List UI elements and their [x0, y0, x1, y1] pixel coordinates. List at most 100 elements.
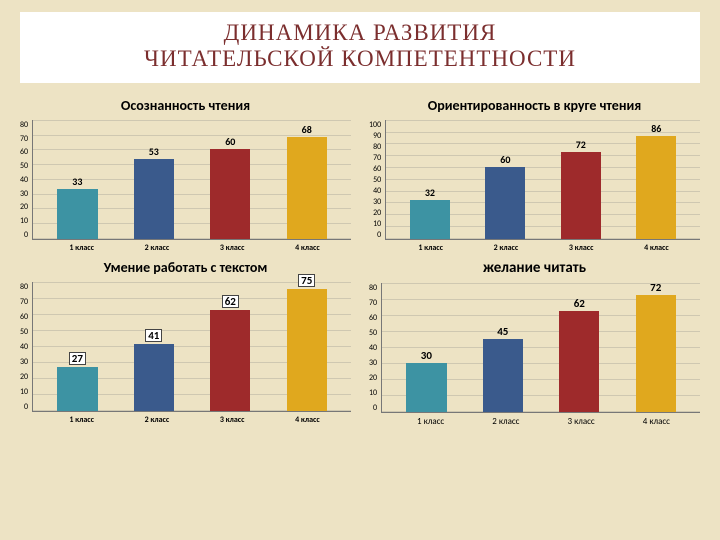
y-tick: 80	[20, 120, 28, 130]
y-tick: 10	[20, 216, 28, 226]
bar-wrap: 72	[548, 140, 614, 238]
bar-wrap: 75	[273, 274, 340, 411]
x-axis: 1 класс2 класс3 класс4 класс	[20, 412, 351, 425]
x-tick: 1 класс	[398, 243, 464, 253]
y-tick: 60	[20, 147, 28, 157]
page-title-line1: ДИНАМИКА РАЗВИТИЯ	[224, 20, 497, 45]
bar-value-label: 45	[495, 326, 510, 337]
plot-row: 100908070605040302010032607286	[369, 120, 700, 240]
x-axis: 1 класс2 класс3 класс4 класс	[369, 413, 700, 427]
page-title: ДИНАМИКА РАЗВИТИЯ ЧИТАТЕЛЬСКОЙ КОМПЕТЕНТ…	[40, 20, 680, 73]
chart-c2: Ориентированность в круге чтения10090807…	[369, 97, 700, 253]
y-tick: 80	[369, 283, 377, 293]
plot-row: 8070605040302010027416275	[20, 282, 351, 412]
x-tick: 4 класс	[274, 415, 340, 425]
bar-wrap: 62	[546, 298, 613, 412]
y-tick: 50	[20, 327, 28, 337]
plot-area: 33 536068	[32, 120, 351, 240]
bar	[483, 339, 523, 412]
x-tick: 3 класс	[199, 415, 265, 425]
bar-value-label: 30	[419, 350, 434, 361]
bar	[485, 167, 525, 239]
bar-wrap: 68	[273, 125, 340, 239]
bar	[636, 295, 676, 412]
plot-row: 8070605040302010033536068	[20, 120, 351, 240]
bar	[210, 310, 250, 411]
plot-area: 30456272	[381, 283, 700, 413]
bar-value-label: 41	[145, 329, 162, 342]
y-tick: 30	[20, 189, 28, 199]
x-tick: 4 класс	[274, 243, 340, 253]
x-tick: 2 класс	[473, 416, 539, 427]
chart-title: Осознанность чтения	[20, 97, 351, 114]
y-tick: 10	[369, 388, 377, 398]
bar-wrap: 27	[44, 352, 111, 411]
bar	[287, 289, 327, 411]
bar-wrap: 32	[397, 188, 463, 238]
y-tick: 80	[373, 142, 381, 152]
y-tick: 70	[20, 297, 28, 307]
y-tick: 0	[377, 230, 381, 240]
x-tick: 3 класс	[199, 243, 265, 253]
chart-c3: Умение работать с текстом807060504030201…	[20, 259, 351, 427]
bar	[636, 136, 676, 239]
bar-wrap: 30	[393, 350, 460, 412]
bar	[287, 137, 327, 239]
y-tick: 70	[369, 298, 377, 308]
chart-c1: Осознанность чтения807060504030201003353…	[20, 97, 351, 253]
x-tick: 2 класс	[473, 243, 539, 253]
y-tick: 40	[20, 342, 28, 352]
x-tick: 3 класс	[548, 416, 614, 427]
bar-wrap: 41	[120, 329, 187, 411]
plot-area: 32607286	[385, 120, 700, 240]
bar	[406, 363, 446, 412]
bar-value-label: 33	[70, 177, 84, 187]
y-tick: 20	[369, 373, 377, 383]
y-tick: 10	[20, 387, 28, 397]
bar	[410, 200, 450, 238]
x-tick: 3 класс	[548, 243, 614, 253]
bar-value-label: 62	[222, 295, 239, 308]
plot-row: 8070605040302010030456272	[369, 283, 700, 413]
y-tick: 20	[20, 372, 28, 382]
x-tick: 1 класс	[49, 415, 115, 425]
y-tick: 20	[20, 202, 28, 212]
bar-wrap: 86	[623, 124, 689, 239]
x-tick: 4 класс	[623, 243, 689, 253]
chart-title: Ориентированность в круге чтения	[369, 97, 700, 114]
page-title-line2: ЧИТАТЕЛЬСКОЙ КОМПЕТЕНТНОСТИ	[144, 46, 576, 71]
y-axis: 80706050403020100	[369, 283, 381, 413]
bar	[210, 149, 250, 239]
y-tick: 30	[369, 358, 377, 368]
x-tick: 2 класс	[124, 243, 190, 253]
bar-value-label: 72	[574, 140, 588, 150]
bars: 32607286	[386, 120, 700, 239]
bar-wrap: 60	[197, 137, 264, 239]
y-tick: 90	[373, 131, 381, 141]
bar	[559, 311, 599, 412]
bar	[57, 189, 97, 239]
x-tick: 1 класс	[49, 243, 115, 253]
bars: 27416275	[33, 282, 351, 411]
y-tick: 0	[24, 230, 28, 240]
y-tick: 100	[369, 120, 381, 130]
y-axis: 80706050403020100	[20, 282, 32, 412]
y-tick: 10	[373, 219, 381, 229]
y-tick: 80	[20, 282, 28, 292]
bar	[134, 344, 174, 411]
bars: 30456272	[382, 283, 700, 412]
chart-c4: желание читать80706050403020100304562721…	[369, 259, 700, 427]
bar	[134, 159, 174, 239]
bar-value-label: 86	[649, 124, 663, 134]
bar-wrap: 53	[120, 147, 187, 239]
x-axis: 1 класс 2 класс 3 класс 4 класс	[369, 240, 700, 253]
bar-wrap: 45	[469, 326, 536, 412]
bars: 33 536068	[33, 120, 351, 239]
bar-value-label: 75	[298, 274, 315, 287]
y-tick: 30	[20, 357, 28, 367]
y-tick: 50	[369, 328, 377, 338]
y-tick: 40	[369, 343, 377, 353]
y-tick: 60	[373, 164, 381, 174]
y-tick: 20	[373, 208, 381, 218]
plot-area: 27416275	[32, 282, 351, 412]
